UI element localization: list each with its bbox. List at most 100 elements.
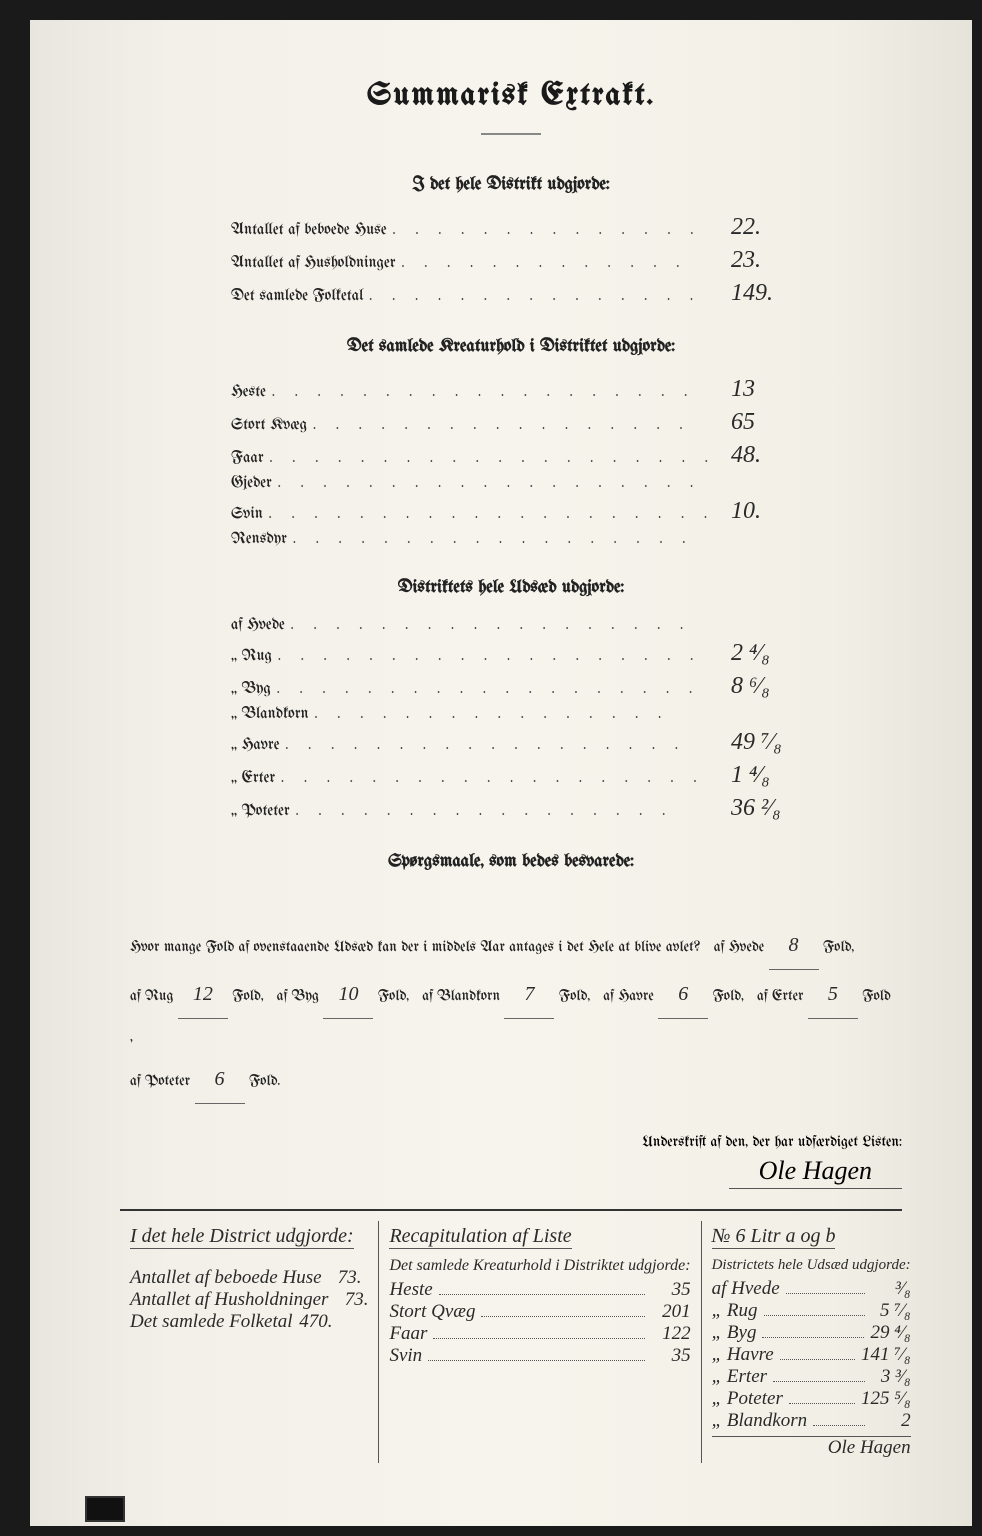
value: 2 [871, 1410, 911, 1432]
col3-row2: „ Rug 5 ⁷⁄₈ [712, 1300, 911, 1322]
value: 125 ⁵⁄₈ [861, 1388, 911, 1410]
value: ³⁄₈ [871, 1278, 911, 1300]
value: 8 ⁶⁄₈ [731, 673, 791, 700]
row-households: Antallet af Husholdninger . . . . . . . … [231, 247, 791, 274]
col3-row7: „ Blandkorn 2 [712, 1410, 911, 1432]
row-erter: „ Erter . . . . . . . . . . . . . . . . … [231, 762, 791, 789]
unit: Fold [823, 929, 851, 965]
q-rug-value: 12 [178, 970, 228, 1019]
dots [481, 1316, 644, 1317]
col2-row4: Svin 35 [389, 1345, 690, 1367]
dots: . . . . . . . . . . . . . . . [369, 289, 725, 304]
row-havre: „ Havre . . . . . . . . . . . . . . . . … [231, 729, 791, 756]
row-kvaeg: Stort Kvæg . . . . . . . . . . . . . . .… [231, 409, 791, 436]
label: „ Byg [712, 1322, 757, 1344]
q-havre-value: 6 [658, 970, 708, 1019]
label: Heste [389, 1279, 432, 1301]
label: Svin [231, 506, 263, 523]
row-byg: „ Byg . . . . . . . . . . . . . . . . . … [231, 673, 791, 700]
value: 3 ³⁄₈ [871, 1366, 911, 1388]
q-hvede-label: af Hvede [714, 929, 764, 965]
col3-sub: Districtets hele Udsæd udgjorde: [712, 1257, 911, 1274]
label: Faar [231, 450, 264, 467]
label: Antallet af Husholdninger [231, 255, 396, 272]
value: 35 [651, 1345, 691, 1367]
document-page: Summarisk Extrakt. I det hele Distrikt u… [0, 0, 982, 1536]
label: „ Byg [231, 681, 271, 698]
dots [773, 1381, 865, 1382]
dots: . . . . . . . . . . . . . . . . . . . [278, 649, 725, 664]
q-byg-label: af Byg [277, 978, 319, 1014]
dots [762, 1337, 864, 1338]
col3-row6: „ Poteter 125 ⁵⁄₈ [712, 1388, 911, 1410]
col2-row1: Heste 35 [389, 1279, 690, 1301]
label: Svin [389, 1345, 422, 1367]
label: „ Poteter [712, 1388, 783, 1410]
row-hvede: af Hvede . . . . . . . . . . . . . . . .… [231, 617, 791, 634]
label: Stort Kvæg [231, 417, 307, 434]
q-blandkorn-value: 7 [504, 970, 554, 1019]
section2-rows: Heste . . . . . . . . . . . . . . . . . … [231, 376, 791, 548]
section3-heading: Distriktets hele Udsæd udgjorde: [120, 578, 902, 597]
label: „ Rug [712, 1300, 758, 1322]
row-rug: „ Rug . . . . . . . . . . . . . . . . . … [231, 640, 791, 667]
col3-row1: af Hvede ³⁄₈ [712, 1278, 911, 1300]
dots [764, 1315, 865, 1316]
dots: . . . . . . . . . . . . . . [393, 223, 725, 238]
q-hvede-value: 8 [769, 921, 819, 970]
value: 73. [328, 1289, 368, 1311]
label: Stort Qvæg [389, 1301, 475, 1323]
section2-heading: Det samlede Kreaturhold i Distriktet udg… [120, 337, 902, 356]
q-erter-value: 5 [808, 970, 858, 1019]
unit: Fold [862, 978, 890, 1014]
value: 29 ⁴⁄₈ [870, 1322, 910, 1344]
row-poteter: „ Poteter . . . . . . . . . . . . . . . … [231, 795, 791, 822]
label: Heste [231, 384, 266, 401]
value: 65 [731, 409, 791, 436]
row-houses: Antallet af beboede Huse . . . . . . . .… [231, 214, 791, 241]
bottom-section: I det hele District udgjorde: Antallet a… [120, 1221, 902, 1463]
value: 23. [731, 247, 791, 274]
row-blandkorn: „ Blandkorn . . . . . . . . . . . . . . … [231, 706, 791, 723]
dots: . . . . . . . . . . . . . . . . . . . . [270, 451, 725, 466]
label: af Hvede [231, 617, 285, 634]
label: Faar [389, 1323, 427, 1345]
dots: . . . . . . . . . . . . . . . . . . . [272, 385, 725, 400]
question-heading: Spørgsmaale, som bedes besvarede: [120, 852, 902, 871]
dots: . . . . . . . . . . . . . [402, 256, 725, 271]
dots [780, 1359, 855, 1360]
bottom-col1: I det hele District udgjorde: Antallet a… [120, 1221, 379, 1463]
value: 122 [651, 1323, 691, 1345]
dots: . . . . . . . . . . . . . . . . . . [291, 618, 725, 633]
dots: . . . . . . . . . . . . . . . . [315, 707, 725, 722]
dots: . . . . . . . . . . . . . . . . . [313, 418, 725, 433]
col3-header: № 6 Litr a og b [712, 1225, 836, 1249]
col2-row2: Stort Qvæg 201 [389, 1301, 690, 1323]
question-intro: Hvor mange Fold af ovenstaaende Udsæd ka… [130, 929, 701, 965]
col1-row3: Det samlede Folketal 470. [130, 1311, 368, 1333]
col3-signature: Ole Hagen [712, 1436, 911, 1459]
label: „ Blandkorn [712, 1410, 808, 1432]
unit: Fold [232, 978, 260, 1014]
label: „ Havre [712, 1344, 774, 1366]
unit: Fold [559, 978, 587, 1014]
section1-heading: I det hele Distrikt udgjorde: [120, 175, 902, 194]
signature-block: Underskrift af den, der har udfærdiget L… [120, 1134, 902, 1189]
dots [433, 1338, 644, 1339]
value: 35 [651, 1279, 691, 1301]
title-rule [481, 133, 541, 135]
dots: . . . . . . . . . . . . . . . . . . [286, 738, 725, 753]
dots: . . . . . . . . . . . . . . . . . . [293, 532, 725, 547]
label: „ Erter [231, 770, 275, 787]
value: 1 ⁴⁄₈ [731, 762, 791, 789]
value: 5 ⁷⁄₈ [871, 1300, 911, 1322]
q-poteter-label: af Poteter [130, 1063, 190, 1099]
page-tab-icon [85, 1496, 125, 1522]
value: 141 ⁷⁄₈ [861, 1344, 911, 1366]
col2-row3: Faar 122 [389, 1323, 690, 1345]
label: „ Erter [712, 1366, 767, 1388]
label: Det samlede Folketal [130, 1311, 293, 1333]
dots: . . . . . . . . . . . . . . . . . . . [281, 771, 725, 786]
signature-label: Underskrift af den, der har udfærdiget L… [120, 1134, 902, 1150]
q-erter-label: af Erter [757, 978, 803, 1014]
